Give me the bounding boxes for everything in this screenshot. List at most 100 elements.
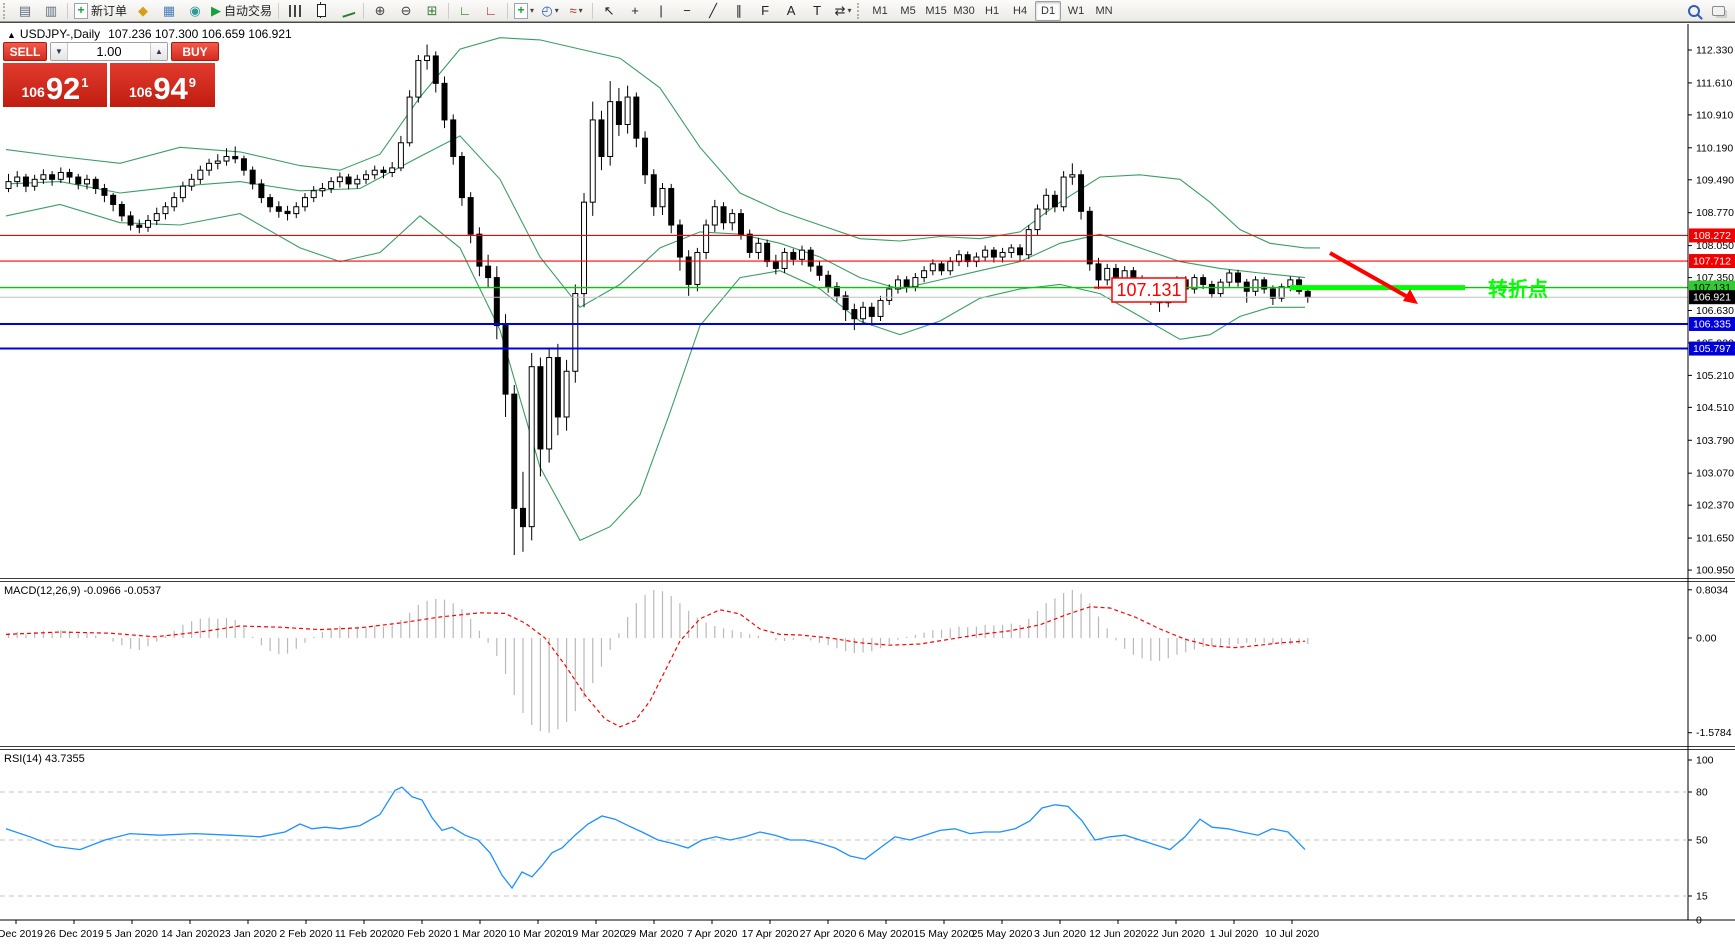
svg-text:112.330: 112.330 <box>1696 45 1733 57</box>
chart-shift-icon[interactable]: ∟ <box>479 1 503 21</box>
svg-text:29 Mar 2020: 29 Mar 2020 <box>625 928 684 940</box>
zoom-in-icon[interactable]: ⊕ <box>368 1 392 21</box>
data-window-icon[interactable]: ▥ <box>39 1 63 21</box>
timeframe-d1[interactable]: D1 <box>1035 0 1062 21</box>
timeframe-mn[interactable]: MN <box>1095 4 1113 17</box>
svg-text:80: 80 <box>1696 787 1708 799</box>
timeframe-m15[interactable]: M15 <box>925 4 947 17</box>
dropdown-caret-icon[interactable]: ▾ <box>554 6 559 15</box>
channel-icon[interactable]: ∥ <box>727 1 751 21</box>
signals-icon[interactable]: ◉ <box>183 1 207 21</box>
text-icon[interactable]: A <box>779 1 803 21</box>
new-order-icon[interactable]: + 新订单 <box>72 1 129 21</box>
svg-text:106.630: 106.630 <box>1696 305 1734 317</box>
svg-text:105.797: 105.797 <box>1693 343 1731 355</box>
chat-icon[interactable] <box>1708 1 1732 21</box>
dropdown-caret-icon[interactable]: ▾ <box>578 6 583 15</box>
chart-title: ▲ USDJPY-,Daily 107.236 107.300 106.659 10… <box>7 27 292 41</box>
timeframe-m1[interactable]: M1 <box>872 4 888 17</box>
svg-text:15 May 2020: 15 May 2020 <box>914 928 975 940</box>
svg-text:23 Jan 2020: 23 Jan 2020 <box>219 928 277 940</box>
svg-text:27 Apr 2020: 27 Apr 2020 <box>800 928 857 940</box>
volume-increase-button[interactable]: ▲ <box>150 43 167 60</box>
auto-scroll-icon: ∟ <box>458 3 472 18</box>
horizontal-line-icon[interactable]: − <box>675 1 699 21</box>
sell-price-big: 92 <box>45 71 81 106</box>
svg-text:106.335: 106.335 <box>1693 318 1731 330</box>
timeframe-m5[interactable]: M5 <box>900 4 916 17</box>
search-icon[interactable] <box>1682 1 1706 21</box>
svg-text:103.070: 103.070 <box>1696 468 1734 480</box>
fibonacci-icon[interactable]: F <box>753 1 777 21</box>
toolbar-grip[interactable] <box>3 2 9 19</box>
candlestick-chart-icon[interactable] <box>309 1 333 21</box>
cursor-icon[interactable]: ↖ <box>597 1 621 21</box>
auto-scroll-icon[interactable]: ∟ <box>453 1 477 21</box>
price-axis[interactable]: 112.330 111.610 110.910 110.190 109.490 108.7… <box>1688 45 1735 577</box>
indicators-icon[interactable]: ≈ ▾ <box>564 1 588 21</box>
trendline-icon: ╱ <box>709 2 717 18</box>
collapse-icon[interactable]: ▲ <box>7 30 16 40</box>
expert-advisors-icon[interactable]: ◆ <box>131 1 155 21</box>
toolbar-separator <box>507 2 509 19</box>
svg-text:19 Mar 2020: 19 Mar 2020 <box>567 928 626 940</box>
chart-shift-icon: ∟ <box>484 3 498 18</box>
main-toolbar: ▤ ▥ + 新订单 ◆ ▦ ◉ ▶ 自动交易 ⊕ ⊖ ⊞ ∟ ∟ + ▾ ◴ ▾ ≈ ▾ ↖ + | − ╱ ∥ F A T ⇄ ▾ M1 M… <box>0 0 1735 23</box>
bar-chart-icon[interactable] <box>283 1 307 21</box>
dropdown-caret-icon[interactable]: ▾ <box>847 6 852 15</box>
add-indicator-icon: + <box>514 2 529 19</box>
macd-pane[interactable]: 0.8034 0.00 -1.5784 <box>5 584 1732 739</box>
svg-text:102.370: 102.370 <box>1696 500 1734 512</box>
svg-text:22 Jun 2020: 22 Jun 2020 <box>1147 928 1205 940</box>
cursor-icon: ↖ <box>603 2 615 18</box>
timeframe-h1[interactable]: H1 <box>985 4 1000 17</box>
svg-text:6 May 2020: 6 May 2020 <box>859 928 914 940</box>
arrows-icon[interactable]: ⇄ ▾ <box>831 1 855 21</box>
horizontal-level-lines[interactable] <box>0 234 1688 350</box>
add-indicator-icon[interactable]: + ▾ <box>512 1 536 21</box>
dropdown-caret-icon[interactable]: ▾ <box>530 6 535 15</box>
expert-advisors-icon: ◆ <box>138 2 149 18</box>
sell-button[interactable]: SELL <box>3 42 47 61</box>
svg-text:50: 50 <box>1696 835 1708 847</box>
candlestick-series <box>5 44 1311 555</box>
zoom-out-icon: ⊖ <box>400 2 412 18</box>
timeframe-h4[interactable]: H4 <box>1013 4 1028 17</box>
svg-text:11 Feb 2020: 11 Feb 2020 <box>335 928 393 940</box>
sell-price-prefix: 106 <box>21 84 45 100</box>
price-callout-box[interactable] <box>1111 277 1187 303</box>
red-trend-arrow[interactable] <box>1329 251 1407 298</box>
crosshair-icon[interactable]: + <box>623 1 647 21</box>
buy-price-button[interactable]: 106 94 9 <box>110 63 215 107</box>
thick-green-trendline[interactable] <box>1290 285 1465 291</box>
zoom-out-icon[interactable]: ⊖ <box>394 1 418 21</box>
terminal-icon[interactable]: ▦ <box>157 1 181 21</box>
svg-text:17 Apr 2020: 17 Apr 2020 <box>742 928 799 940</box>
buy-button[interactable]: BUY <box>171 42 219 61</box>
rsi-pane[interactable]: 100 80 50 15 0 <box>0 755 1714 927</box>
symbol-period-label: USDJPY-,Daily <box>19 27 101 41</box>
line-chart-icon[interactable] <box>335 1 359 21</box>
timeframe-m30[interactable]: M30 <box>953 4 975 17</box>
label-icon[interactable]: T <box>805 1 829 21</box>
trendline-icon[interactable]: ╱ <box>701 1 725 21</box>
sell-price-button[interactable]: 106 92 1 <box>3 63 108 107</box>
volume-decrease-button[interactable]: ▼ <box>51 43 68 60</box>
toolbar-separator <box>363 2 365 19</box>
auto-trading-icon[interactable]: ▶ 自动交易 <box>209 1 274 21</box>
svg-text:108.770: 108.770 <box>1696 207 1734 219</box>
timeframe-grip[interactable] <box>857 2 863 19</box>
market-watch-icon[interactable]: ▤ <box>13 1 37 21</box>
svg-text:-1.5784: -1.5784 <box>1696 727 1732 739</box>
vertical-line-icon[interactable]: | <box>649 1 673 21</box>
volume-value[interactable]: 1.00 <box>96 44 122 59</box>
timeframe-w1[interactable]: W1 <box>1067 4 1085 17</box>
chart-annotations[interactable]: 107.131 转折点 <box>1094 251 1548 304</box>
tile-windows-icon[interactable]: ⊞ <box>420 1 444 21</box>
svg-text:105.210: 105.210 <box>1696 370 1734 382</box>
clock-icon[interactable]: ◴ ▾ <box>538 1 562 21</box>
indicators-icon: ≈ <box>569 3 577 18</box>
toolbar-separator <box>592 2 594 19</box>
